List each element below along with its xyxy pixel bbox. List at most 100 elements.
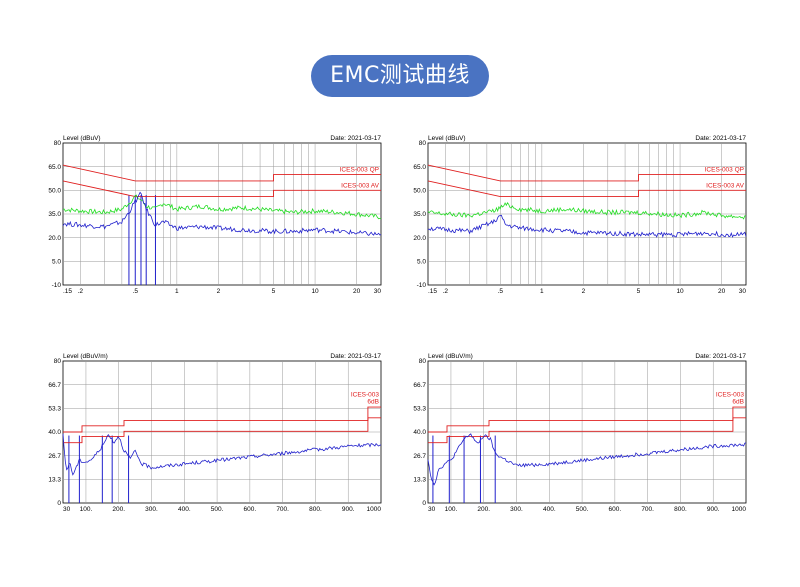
x-tick-label: .5 — [498, 288, 504, 295]
y-tick-label: 66.7 — [48, 382, 61, 389]
x-tick-label: 2 — [217, 288, 221, 295]
y-tick-label: 40.0 — [48, 429, 61, 436]
chart-panel-conducted-1: 80 65.0 50.0 35.0 20.0 5.0 -10.15 .2 .5 1 2 5 10 20 30… — [30, 125, 382, 295]
limit-label: ICES-003 — [351, 392, 380, 399]
y-tick-label: 50.0 — [48, 188, 61, 195]
chart-panel-radiated-2: 80 66.7 53.3 40.0 26.7 13.3 0 30 100. 200. 300. 400… — [395, 343, 747, 513]
y-tick-label: 26.7 — [48, 453, 61, 460]
y-tick-label: 40.0 — [413, 429, 426, 436]
y-axis-label: Level (dBuV) — [428, 135, 466, 142]
measurement-series — [427, 202, 747, 220]
y-tick-label: 80 — [419, 140, 427, 147]
y-tick-label: 20.0 — [48, 235, 61, 242]
chart-panel-radiated-1: 80 66.7 53.3 40.0 26.7 13.3 0 30 100. 200. 300. 400… — [30, 343, 382, 513]
chart-date: Date: 2021-03-17 — [695, 353, 746, 360]
x-tick-label: 20 — [353, 288, 361, 295]
limit-line — [428, 417, 746, 444]
x-tick-label: 20 — [718, 288, 726, 295]
x-tick-label: 700. — [641, 506, 654, 513]
x-tick-label: 5 — [272, 288, 276, 295]
y-tick-label: 20.0 — [413, 235, 426, 242]
x-tick-label: 600. — [609, 506, 622, 513]
chart-date: Date: 2021-03-17 — [330, 135, 381, 142]
x-tick-label: 200. — [112, 506, 125, 513]
chart-svg: 80 66.7 53.3 40.0 26.7 13.3 030 100. 200. 300. 400… — [48, 353, 382, 513]
y-tick-label: -10 — [417, 282, 427, 289]
y-tick-label: 65.0 — [413, 164, 426, 171]
measurement-series — [427, 214, 747, 239]
limit-label: 6dB — [732, 399, 744, 406]
chart-svg: 80 65.0 50.0 35.0 20.0 5.0 -10.15 .2 .5 1 2 5 10 20 30… — [48, 135, 382, 295]
limit-line — [63, 417, 381, 444]
x-tick-label: 30 — [739, 288, 747, 295]
x-tick-label: 300. — [145, 506, 158, 513]
x-tick-label: 500. — [576, 506, 589, 513]
x-tick-label: .15 — [63, 288, 72, 295]
y-tick-label: 13.3 — [413, 477, 426, 484]
limit-label: ICES-003 AV — [706, 182, 744, 189]
y-axis-label: Level (dBuV) — [63, 135, 101, 142]
limit-line — [428, 406, 746, 433]
x-tick-label: 200. — [477, 506, 490, 513]
x-tick-label: 500. — [211, 506, 224, 513]
measurement-series — [427, 433, 747, 486]
y-tick-label: 13.3 — [48, 477, 61, 484]
x-tick-label: 2 — [582, 288, 586, 295]
y-tick-label: 50.0 — [413, 188, 426, 195]
x-tick-label: 700. — [276, 506, 289, 513]
y-tick-label: -10 — [52, 282, 62, 289]
x-tick-label: 400. — [178, 506, 191, 513]
limit-line — [427, 180, 746, 198]
x-tick-label: 400. — [543, 506, 556, 513]
x-tick-label: 800. — [309, 506, 322, 513]
measurement-series — [62, 191, 382, 237]
limit-label: ICES-003 QP — [340, 167, 379, 174]
y-tick-label: 53.3 — [48, 406, 61, 413]
y-tick-label: 35.0 — [48, 211, 61, 218]
x-tick-label: .5 — [133, 288, 139, 295]
x-tick-label: 1 — [175, 288, 179, 295]
y-tick-label: 0 — [422, 500, 426, 507]
x-tick-label: 1000 — [367, 506, 382, 513]
x-tick-label: 300. — [510, 506, 523, 513]
y-axis-label: Level (dBuV/m) — [428, 353, 473, 360]
y-tick-label: 5.0 — [52, 259, 61, 266]
x-tick-label: 600. — [244, 506, 257, 513]
limit-label: ICES-003 — [716, 392, 745, 399]
limit-line — [63, 406, 381, 433]
limit-label: ICES-003 QP — [705, 167, 744, 174]
x-tick-label: 1000 — [732, 506, 747, 513]
x-tick-label: 1 — [540, 288, 544, 295]
chart-date: Date: 2021-03-17 — [330, 353, 381, 360]
x-tick-label: 900. — [342, 506, 355, 513]
y-tick-label: 80 — [419, 358, 427, 365]
chart-date: Date: 2021-03-17 — [695, 135, 746, 142]
x-tick-label: 900. — [707, 506, 720, 513]
x-tick-label: 30 — [428, 506, 436, 513]
x-tick-label: 30 — [63, 506, 71, 513]
y-tick-label: 35.0 — [413, 211, 426, 218]
y-tick-label: 5.0 — [417, 259, 426, 266]
limit-label: ICES-003 AV — [341, 182, 379, 189]
limit-line — [62, 164, 381, 182]
y-tick-label: 80 — [54, 358, 62, 365]
x-tick-label: 10 — [676, 288, 684, 295]
measurement-series — [62, 194, 382, 220]
x-tick-label: .2 — [78, 288, 84, 295]
x-tick-label: 800. — [674, 506, 687, 513]
x-tick-label: .15 — [428, 288, 437, 295]
y-tick-label: 80 — [54, 140, 62, 147]
x-tick-label: .2 — [443, 288, 449, 295]
measurement-series — [62, 433, 382, 476]
x-tick-label: 10 — [311, 288, 319, 295]
y-tick-label: 53.3 — [413, 406, 426, 413]
limit-line — [427, 164, 746, 182]
x-tick-label: 100. — [445, 506, 458, 513]
page-title: EMC测试曲线 — [311, 55, 489, 97]
y-tick-label: 66.7 — [413, 382, 426, 389]
x-tick-label: 100. — [80, 506, 93, 513]
chart-svg: 80 65.0 50.0 35.0 20.0 5.0 -10.15 .2 .5 1 2 5 10 20 30… — [413, 135, 747, 295]
limit-label: 6dB — [367, 399, 379, 406]
y-tick-label: 26.7 — [413, 453, 426, 460]
chart-svg: 80 66.7 53.3 40.0 26.7 13.3 030 100. 200. 300. 400… — [413, 353, 747, 513]
